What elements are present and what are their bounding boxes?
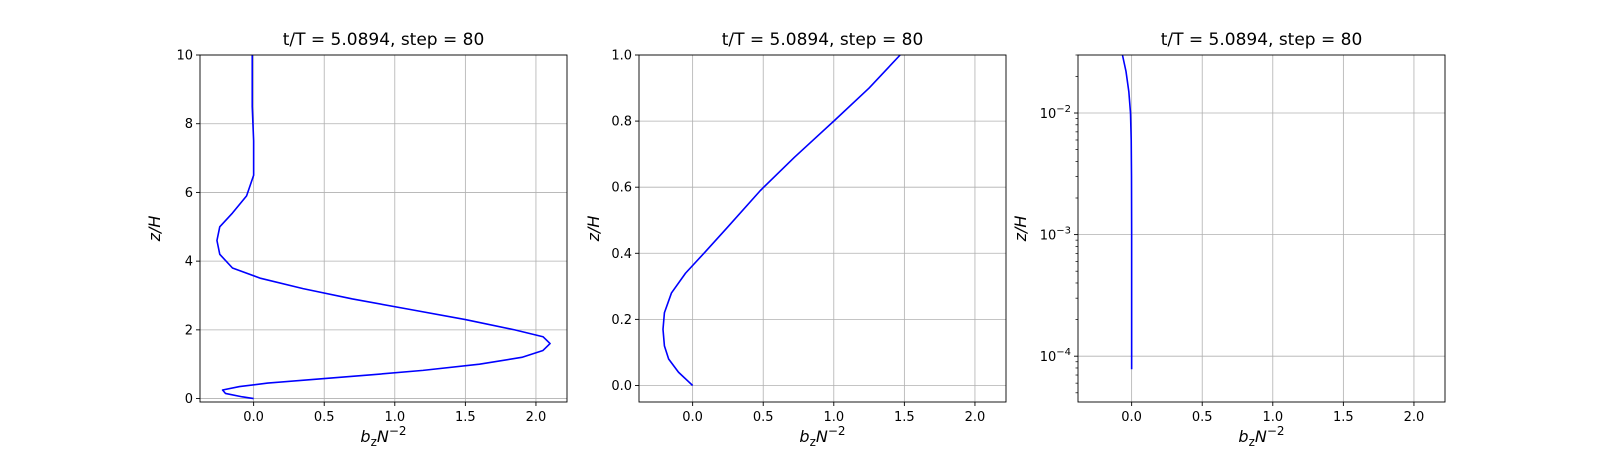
x-tick-label: 0.5 bbox=[314, 410, 335, 425]
x-tick-label: 2.0 bbox=[965, 410, 986, 425]
y-tick-label: 10−4 bbox=[1040, 347, 1071, 365]
x-tick-label: 1.5 bbox=[1333, 410, 1354, 425]
x-tick-label: 0.0 bbox=[1121, 410, 1142, 425]
y-tick-label-base: 10 bbox=[1040, 229, 1057, 244]
y-tick-label: 6 bbox=[185, 186, 193, 201]
x-tick-label: 1.0 bbox=[384, 410, 405, 425]
x-tick-label: 2.0 bbox=[1404, 410, 1425, 425]
series-line bbox=[216, 55, 551, 400]
series-line bbox=[1121, 54, 1133, 370]
y-tick-label: 10 bbox=[176, 49, 193, 64]
x-tick-label: 0.0 bbox=[682, 410, 703, 425]
axes-frame bbox=[638, 54, 1007, 403]
y-tick-label: 0 bbox=[185, 392, 193, 407]
y-tick-label-exponent: −2 bbox=[1056, 104, 1071, 115]
x-tick-label: 0.0 bbox=[243, 410, 264, 425]
y-tick-label-base: 10 bbox=[1040, 350, 1057, 365]
chart-panel-3: 0.0 0.5 1.0 1.5 2.010−410−310−2t/T = 5.0894,… bbox=[1011, 30, 1446, 449]
x-tick-label: 1.5 bbox=[894, 410, 915, 425]
x-tick-label: 0.5 bbox=[753, 410, 774, 425]
chart-title: t/T = 5.0894, step = 80 bbox=[722, 30, 924, 50]
chart-panel-1: 0.0 0.5 1.0 1.5 2.0 0 2 4 6 8 10 t/T = 5.0894, step… bbox=[145, 30, 568, 449]
y-tick-label: 0.4 bbox=[611, 247, 632, 262]
x-tick-label: 1.0 bbox=[1262, 410, 1283, 425]
y-axis-label: z/H bbox=[145, 216, 164, 243]
y-tick-label: 0.8 bbox=[611, 115, 632, 130]
chart-title: t/T = 5.0894, step = 80 bbox=[1161, 30, 1363, 50]
y-tick-label: 2 bbox=[185, 323, 193, 338]
x-tick-label: 0.5 bbox=[1192, 410, 1213, 425]
y-axis-label: z/H bbox=[1011, 216, 1030, 243]
chart-panel-2: 0.0 0.5 1.0 1.5 2.0 0.0 0.2 0.4 0.6 0.8 1.0 t/T = 5… bbox=[584, 30, 1007, 449]
x-tick-label: 1.0 bbox=[823, 410, 844, 425]
series-line bbox=[662, 54, 901, 387]
y-tick-label: 10−3 bbox=[1040, 226, 1071, 244]
x-axis-label: bzN−2 bbox=[1238, 424, 1284, 449]
y-tick-label-exponent: −4 bbox=[1056, 347, 1071, 358]
y-axis-label: z/H bbox=[584, 216, 603, 243]
axes-frame bbox=[199, 54, 568, 403]
y-tick-label: 4 bbox=[185, 255, 193, 270]
y-tick-label: 8 bbox=[185, 117, 193, 132]
y-tick-label: 0.2 bbox=[611, 313, 632, 328]
chart-title: t/T = 5.0894, step = 80 bbox=[283, 30, 485, 50]
y-tick-label-exponent: −3 bbox=[1056, 226, 1071, 237]
x-tick-label: 1.5 bbox=[455, 410, 476, 425]
y-tick-label-base: 10 bbox=[1040, 107, 1057, 122]
y-tick-label: 0.0 bbox=[611, 379, 632, 394]
y-tick-label: 10−2 bbox=[1040, 104, 1071, 122]
x-axis-label: bzN−2 bbox=[360, 424, 406, 449]
axes-frame bbox=[1077, 54, 1446, 403]
x-tick-label: 2.0 bbox=[526, 410, 547, 425]
y-tick-label: 0.6 bbox=[611, 181, 632, 196]
x-axis-label: bzN−2 bbox=[799, 424, 845, 449]
y-tick-label: 1.0 bbox=[611, 49, 632, 64]
